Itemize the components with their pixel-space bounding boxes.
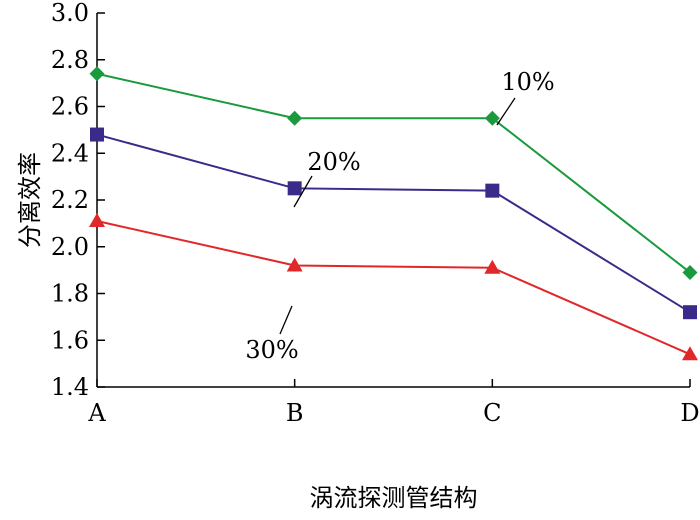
data-point [287,110,303,126]
y-tick-label: 3.0 [51,0,89,27]
series-line [96,220,691,356]
data-point [286,257,303,272]
y-tick-label: 2.6 [51,93,89,121]
data-point [485,183,500,198]
series-line [96,72,691,274]
x-ticks: A B C D [87,379,700,427]
series-layer [89,66,698,361]
y-tick-label: 2.8 [51,46,89,74]
y-ticks: 1.4 1.6 1.8 2.0 2.2 2.4 2.6 2.8 3.0 [51,0,105,401]
data-point [682,346,698,361]
series-label: 20% [307,148,360,176]
series-1 [90,127,697,320]
y-tick-label: 1.8 [51,280,89,308]
data-point [287,181,302,196]
x-tick-label: B [286,399,304,427]
axes [96,13,690,388]
y-tick-label: 2.2 [51,186,89,214]
data-point [484,110,500,126]
data-point [89,213,105,228]
data-point [484,259,501,274]
y-tick-label: 1.4 [51,373,89,401]
y-axis-title: 分离效率 [16,152,44,248]
y-tick-label: 2.0 [51,233,89,261]
series-0 [89,66,698,280]
callout-leader [293,175,313,208]
data-point [90,127,104,142]
x-tick-label: C [483,399,501,427]
x-axis-title: 涡流探测管结构 [310,484,478,512]
series-callouts: 10% 20% 30% [245,68,554,364]
series-label: 30% [245,336,298,364]
x-tick-label: A [87,399,106,427]
y-tick-label: 2.4 [51,139,89,167]
series-label: 10% [501,68,554,96]
series-line [96,133,691,314]
data-point [682,264,698,280]
series-2 [89,213,698,361]
data-point [683,305,697,320]
callout-leader [496,97,516,126]
callout-leader [279,305,293,335]
data-point [89,66,105,82]
y-tick-label: 1.6 [51,326,89,354]
x-tick-label: D [680,399,699,427]
